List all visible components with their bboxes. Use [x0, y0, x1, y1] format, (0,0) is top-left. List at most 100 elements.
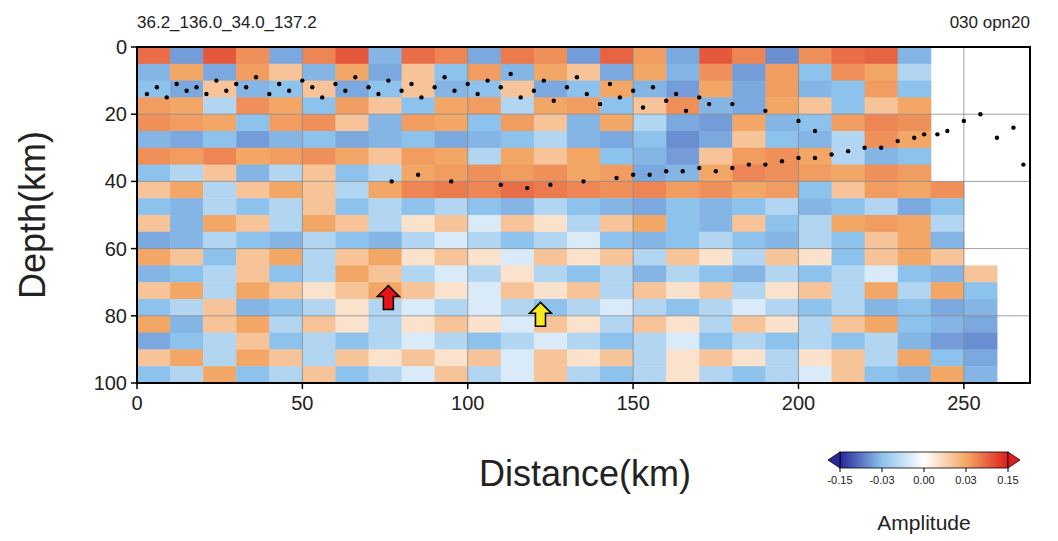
tick-label: 80	[105, 305, 127, 327]
cell	[501, 333, 535, 350]
cell	[269, 316, 303, 333]
plot-background	[137, 47, 1030, 383]
cell	[798, 198, 832, 215]
cell	[402, 131, 436, 148]
cell	[699, 181, 733, 198]
cell	[203, 232, 237, 249]
cell	[865, 249, 899, 266]
cell	[865, 114, 899, 131]
cell	[435, 181, 469, 198]
cell	[600, 181, 634, 198]
cell	[335, 97, 369, 114]
hypocenter	[165, 95, 169, 99]
cell	[468, 265, 502, 282]
hypocenter	[581, 179, 585, 183]
cell	[600, 198, 634, 215]
cell	[567, 148, 601, 165]
cell	[931, 282, 965, 299]
cell	[898, 148, 932, 165]
cell	[865, 215, 899, 232]
cell	[798, 265, 832, 282]
hypocenter	[552, 99, 556, 103]
hypocenter	[674, 92, 678, 96]
cell	[798, 349, 832, 366]
cell	[699, 299, 733, 316]
cell	[302, 97, 336, 114]
cell	[567, 333, 601, 350]
cell	[600, 47, 634, 64]
cell	[964, 316, 998, 333]
cell	[567, 181, 601, 198]
cell	[567, 114, 601, 131]
cell	[468, 299, 502, 316]
cell	[236, 265, 270, 282]
cell	[335, 181, 369, 198]
cell	[666, 265, 700, 282]
hypocenter	[1011, 125, 1015, 129]
cell	[203, 81, 237, 98]
cell	[501, 366, 535, 383]
cell	[501, 97, 535, 114]
arrow	[377, 286, 399, 310]
cell	[898, 366, 932, 383]
cell	[335, 366, 369, 383]
cell	[203, 333, 237, 350]
cell	[765, 316, 799, 333]
cell	[832, 81, 866, 98]
hypocenter	[945, 129, 949, 133]
cell	[865, 349, 899, 366]
y-axis-title: Depth(km)	[12, 131, 53, 299]
cell	[798, 81, 832, 98]
cell	[170, 64, 204, 81]
colorbar-tick-label: 0.03	[955, 474, 976, 486]
cell	[468, 316, 502, 333]
cell	[203, 181, 237, 198]
cell	[567, 349, 601, 366]
cell	[501, 349, 535, 366]
cell	[765, 198, 799, 215]
hypocenter	[542, 78, 546, 82]
cell	[633, 148, 667, 165]
cell	[170, 47, 204, 64]
cell	[666, 148, 700, 165]
colorbar-tick-label: 0.00	[913, 474, 934, 486]
cell	[137, 232, 171, 249]
cell	[534, 215, 568, 232]
cell	[567, 232, 601, 249]
hypocenter	[310, 85, 314, 89]
cell	[765, 148, 799, 165]
cell	[302, 282, 336, 299]
tick	[798, 383, 800, 389]
cell	[269, 165, 303, 182]
cell	[633, 47, 667, 64]
cell	[534, 366, 568, 383]
cell	[402, 282, 436, 299]
hypocenter	[935, 132, 939, 136]
cell	[666, 299, 700, 316]
cell	[765, 64, 799, 81]
cell	[666, 81, 700, 98]
cell	[699, 148, 733, 165]
cell	[269, 299, 303, 316]
tick	[131, 46, 137, 48]
cell	[137, 64, 171, 81]
cell	[435, 114, 469, 131]
cell	[699, 131, 733, 148]
hypocenter	[518, 95, 522, 99]
cell	[732, 114, 766, 131]
cell	[765, 366, 799, 383]
cell	[435, 249, 469, 266]
cell	[567, 299, 601, 316]
hypocenter	[333, 82, 337, 86]
cell	[898, 349, 932, 366]
cell	[203, 366, 237, 383]
cell	[567, 81, 601, 98]
cell	[931, 215, 965, 232]
cell	[832, 114, 866, 131]
cell	[170, 97, 204, 114]
x-axis-title: Distance(km)	[479, 453, 691, 494]
tick-label: 200	[782, 392, 815, 414]
cell	[269, 97, 303, 114]
cell	[964, 349, 998, 366]
hypocenter	[449, 179, 453, 183]
